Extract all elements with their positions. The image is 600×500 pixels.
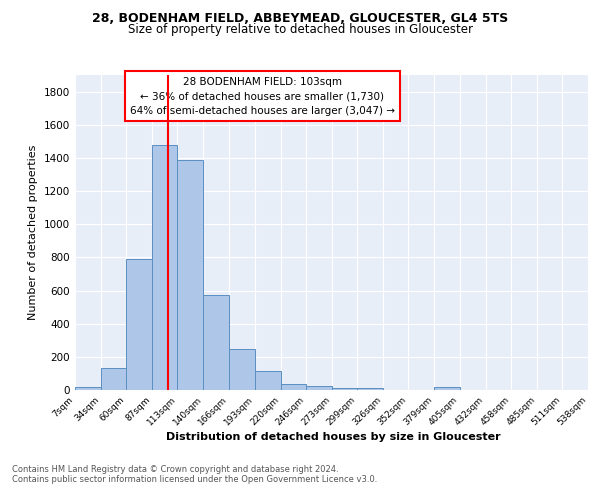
Bar [254, 371, 281, 390]
Bar [332, 388, 357, 390]
Bar [229, 350, 254, 390]
Text: Size of property relative to detached houses in Gloucester: Size of property relative to detached ho… [128, 22, 473, 36]
Text: 28 BODENHAM FIELD: 103sqm
← 36% of detached houses are smaller (1,730)
64% of se: 28 BODENHAM FIELD: 103sqm ← 36% of detac… [130, 76, 395, 116]
Bar [101, 368, 126, 390]
Y-axis label: Number of detached properties: Number of detached properties [28, 145, 38, 320]
Bar [75, 386, 101, 390]
Bar [152, 144, 178, 390]
Text: 28, BODENHAM FIELD, ABBEYMEAD, GLOUCESTER, GL4 5TS: 28, BODENHAM FIELD, ABBEYMEAD, GLOUCESTE… [92, 12, 508, 26]
Bar [306, 386, 332, 390]
Text: Contains public sector information licensed under the Open Government Licence v3: Contains public sector information licen… [12, 475, 377, 484]
Text: Distribution of detached houses by size in Gloucester: Distribution of detached houses by size … [166, 432, 500, 442]
Text: Contains HM Land Registry data © Crown copyright and database right 2024.: Contains HM Land Registry data © Crown c… [12, 465, 338, 474]
Bar [434, 386, 460, 390]
Bar [126, 259, 152, 390]
Bar [357, 388, 383, 390]
Bar [281, 384, 306, 390]
Bar [178, 160, 203, 390]
Bar [203, 294, 229, 390]
